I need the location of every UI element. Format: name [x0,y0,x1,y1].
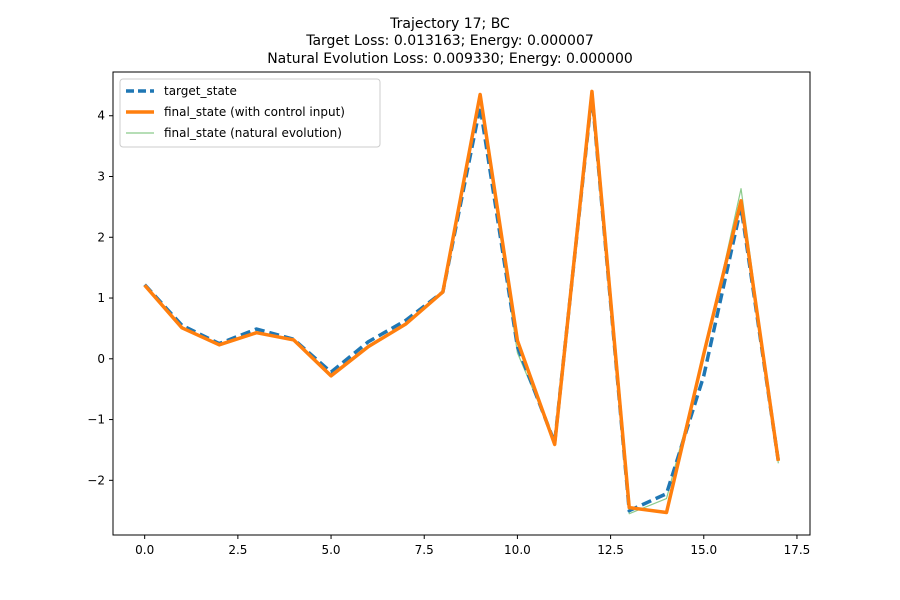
x-tick: 5.0 [321,535,341,557]
y-tick-label: −1 [87,413,105,427]
y-tick: −1 [87,413,113,427]
legend-label: final_state (with control input) [164,105,345,119]
x-tick: 12.5 [597,535,624,557]
series-layer [143,89,781,515]
x-tick-label: 12.5 [597,543,624,557]
x-tick-label: 17.5 [784,543,811,557]
y-tick-label: 1 [97,291,105,305]
y-tick: 1 [97,291,113,305]
y-tick-label: 4 [97,109,105,123]
legend-entry: target_state [126,84,237,98]
y-tick-label: −2 [87,473,105,487]
y-tick: −2 [87,473,113,487]
x-tick-label: 2.5 [228,543,247,557]
y-tick: 2 [97,230,113,244]
plot-frame [112,71,811,536]
x-tick-label: 7.5 [415,543,434,557]
x-tick: 15.0 [690,535,717,557]
x-tick-label: 15.0 [690,543,717,557]
series-line-1 [143,89,781,515]
legend-entry: final_state (natural evolution) [126,126,342,140]
y-tick: 0 [97,352,113,366]
x-tick: 17.5 [784,535,811,557]
x-tick-label: 10.0 [504,543,531,557]
x-tick: 10.0 [504,535,531,557]
legend-entry: final_state (with control input) [126,105,345,119]
x-tick: 7.5 [415,535,434,557]
legend-label: final_state (natural evolution) [164,126,342,140]
x-tick: 0.0 [135,535,154,557]
y-tick-label: 0 [97,352,105,366]
x-tick-label: 0.0 [135,543,154,557]
x-tick: 2.5 [228,535,247,557]
legend-label: target_state [164,84,237,98]
title-line-3: Natural Evolution Loss: 0.009330; Energy… [267,51,633,67]
y-tick-label: 2 [97,230,105,244]
x-tick-label: 5.0 [321,543,340,557]
y-tick: 3 [97,170,113,184]
x-axis-ticks: 0.0 2.5 5.0 7.5 10.0 12.5 15.0 17.5 [135,535,810,557]
legend: target_state final_state (with control in… [119,78,381,148]
chart-title: Trajectory 17; BC Target Loss: 0.013163;… [267,16,633,67]
y-axis-ticks: −2 −1 0 1 2 3 4 [87,109,113,487]
title-line-2: Target Loss: 0.013163; Energy: 0.000007 [305,33,594,49]
title-line-1: Trajectory 17; BC [389,16,510,32]
legend-box [119,78,381,148]
y-tick: 4 [97,109,113,123]
y-tick-label: 3 [97,170,105,184]
